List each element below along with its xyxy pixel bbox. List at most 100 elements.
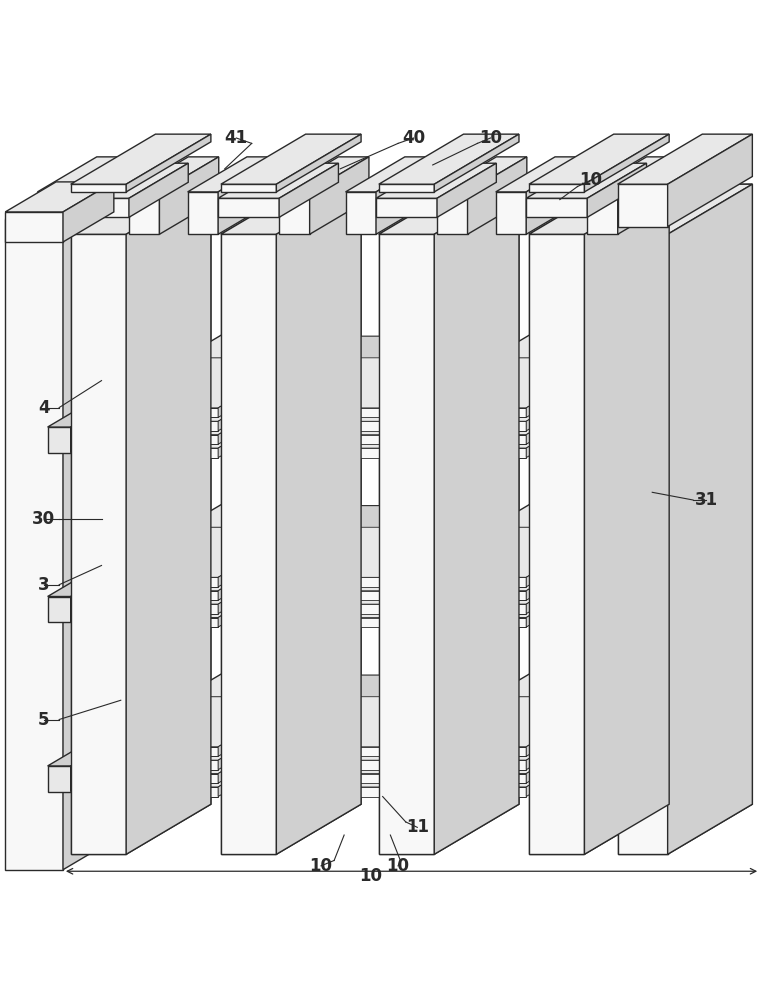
Polygon shape [668, 184, 752, 854]
Polygon shape [669, 567, 703, 577]
Polygon shape [5, 189, 114, 219]
Polygon shape [382, 724, 611, 774]
Polygon shape [73, 541, 303, 591]
Polygon shape [138, 504, 294, 554]
Polygon shape [126, 134, 211, 192]
Polygon shape [379, 184, 434, 192]
Polygon shape [434, 184, 519, 854]
Polygon shape [382, 527, 611, 577]
Polygon shape [618, 234, 668, 854]
Polygon shape [279, 157, 369, 192]
Polygon shape [218, 697, 303, 756]
Text: 10: 10 [309, 857, 332, 875]
Polygon shape [407, 182, 584, 199]
Polygon shape [221, 184, 361, 234]
Text: 40: 40 [402, 129, 425, 147]
Polygon shape [218, 554, 303, 614]
Polygon shape [37, 157, 128, 192]
Polygon shape [437, 157, 527, 192]
Polygon shape [277, 710, 464, 760]
Polygon shape [382, 577, 526, 587]
Polygon shape [437, 192, 468, 234]
Polygon shape [584, 184, 669, 854]
Polygon shape [277, 556, 379, 570]
Polygon shape [98, 199, 249, 212]
Polygon shape [126, 184, 211, 854]
Polygon shape [382, 371, 611, 421]
Polygon shape [209, 673, 305, 747]
Polygon shape [218, 527, 303, 587]
Text: 3: 3 [38, 576, 49, 594]
Polygon shape [218, 737, 303, 797]
Polygon shape [70, 184, 126, 192]
Polygon shape [526, 541, 611, 600]
Polygon shape [48, 597, 70, 622]
Polygon shape [407, 199, 557, 212]
Polygon shape [669, 370, 727, 385]
Polygon shape [529, 134, 669, 184]
Polygon shape [382, 554, 611, 604]
Polygon shape [73, 737, 303, 787]
Polygon shape [73, 774, 218, 783]
Polygon shape [382, 421, 526, 431]
Polygon shape [73, 421, 218, 431]
Polygon shape [382, 358, 611, 408]
Polygon shape [70, 184, 211, 234]
Polygon shape [382, 398, 611, 448]
Polygon shape [618, 184, 752, 234]
Polygon shape [517, 334, 614, 408]
Polygon shape [73, 554, 303, 604]
Polygon shape [618, 184, 752, 234]
Polygon shape [5, 219, 63, 870]
Polygon shape [346, 157, 435, 192]
Polygon shape [669, 504, 703, 527]
Polygon shape [434, 384, 529, 408]
Polygon shape [218, 710, 303, 770]
Polygon shape [73, 697, 303, 747]
Polygon shape [382, 604, 526, 614]
Polygon shape [669, 343, 727, 358]
Polygon shape [221, 184, 361, 234]
Polygon shape [48, 571, 113, 597]
Text: 10: 10 [359, 867, 383, 885]
Polygon shape [277, 184, 361, 854]
Polygon shape [126, 184, 211, 854]
Polygon shape [529, 184, 669, 234]
Polygon shape [526, 567, 611, 627]
Polygon shape [138, 673, 294, 723]
Polygon shape [218, 157, 278, 234]
Polygon shape [669, 398, 703, 408]
Polygon shape [382, 567, 611, 618]
Polygon shape [277, 724, 464, 774]
Polygon shape [446, 673, 602, 723]
Polygon shape [446, 334, 602, 384]
Polygon shape [668, 184, 752, 854]
Polygon shape [526, 697, 611, 756]
Polygon shape [73, 398, 303, 448]
Polygon shape [129, 157, 219, 192]
Polygon shape [277, 774, 379, 783]
Polygon shape [376, 157, 435, 234]
Polygon shape [376, 163, 496, 198]
Polygon shape [221, 234, 277, 854]
Polygon shape [277, 336, 464, 386]
Polygon shape [73, 435, 218, 444]
Polygon shape [129, 192, 159, 234]
Polygon shape [279, 192, 310, 234]
Polygon shape [526, 157, 585, 234]
Polygon shape [310, 157, 369, 234]
Polygon shape [434, 184, 519, 854]
Polygon shape [218, 398, 303, 458]
Polygon shape [218, 371, 303, 431]
Polygon shape [277, 398, 464, 448]
Polygon shape [517, 504, 614, 577]
Polygon shape [382, 737, 611, 787]
Polygon shape [669, 539, 727, 554]
Polygon shape [277, 184, 361, 854]
Polygon shape [277, 371, 464, 421]
Polygon shape [669, 682, 727, 697]
Polygon shape [446, 504, 602, 554]
Text: 41: 41 [225, 129, 248, 147]
Polygon shape [68, 163, 189, 198]
Polygon shape [188, 157, 278, 192]
